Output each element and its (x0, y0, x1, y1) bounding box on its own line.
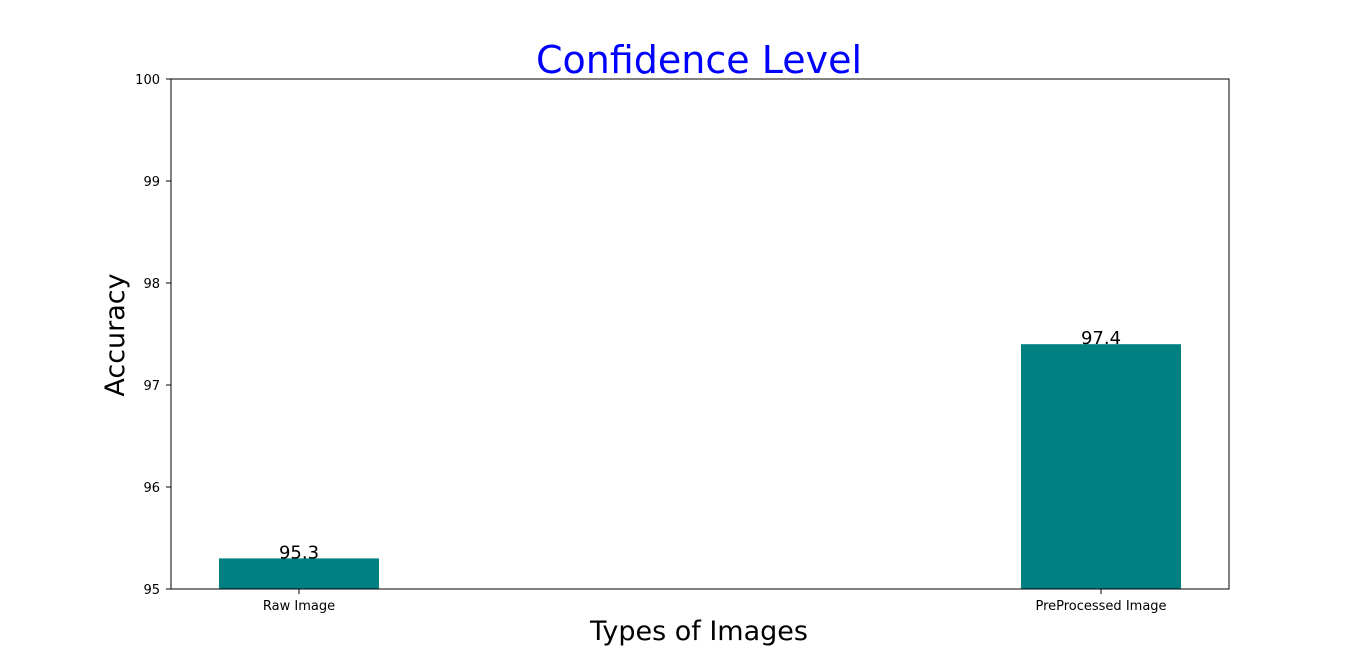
plot-area: 95.3 Raw Image 97.4 PreProcessed Image 95 96 9… (135, 73, 1230, 614)
data-label: 97.4 (1081, 328, 1121, 349)
bar (1021, 344, 1181, 589)
y-tick-label: 95 (143, 583, 160, 598)
x-tick-label: Raw Image (263, 599, 335, 614)
x-axis-label: Types of Images (589, 616, 808, 647)
y-axis-label: Accuracy (100, 273, 131, 396)
y-tick-label: 97 (143, 379, 160, 394)
chart-title: Confidence Level (536, 38, 862, 82)
y-tick-label: 96 (143, 481, 160, 496)
y-tick-label: 100 (135, 73, 160, 88)
axes-frame (170, 78, 1230, 590)
data-label: 95.3 (279, 542, 319, 563)
bar (219, 558, 379, 589)
y-tick-label: 98 (143, 277, 160, 292)
y-tick-label: 99 (143, 175, 160, 190)
x-tick-label: PreProcessed Image (1035, 599, 1166, 614)
